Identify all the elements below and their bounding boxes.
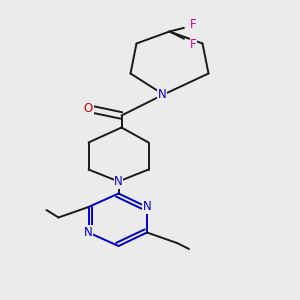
Text: N: N <box>142 200 152 214</box>
Text: N: N <box>114 175 123 188</box>
Text: N: N <box>84 226 93 239</box>
Text: F: F <box>190 38 197 52</box>
Text: O: O <box>84 102 93 116</box>
Text: N: N <box>158 88 166 101</box>
Text: F: F <box>190 17 197 31</box>
